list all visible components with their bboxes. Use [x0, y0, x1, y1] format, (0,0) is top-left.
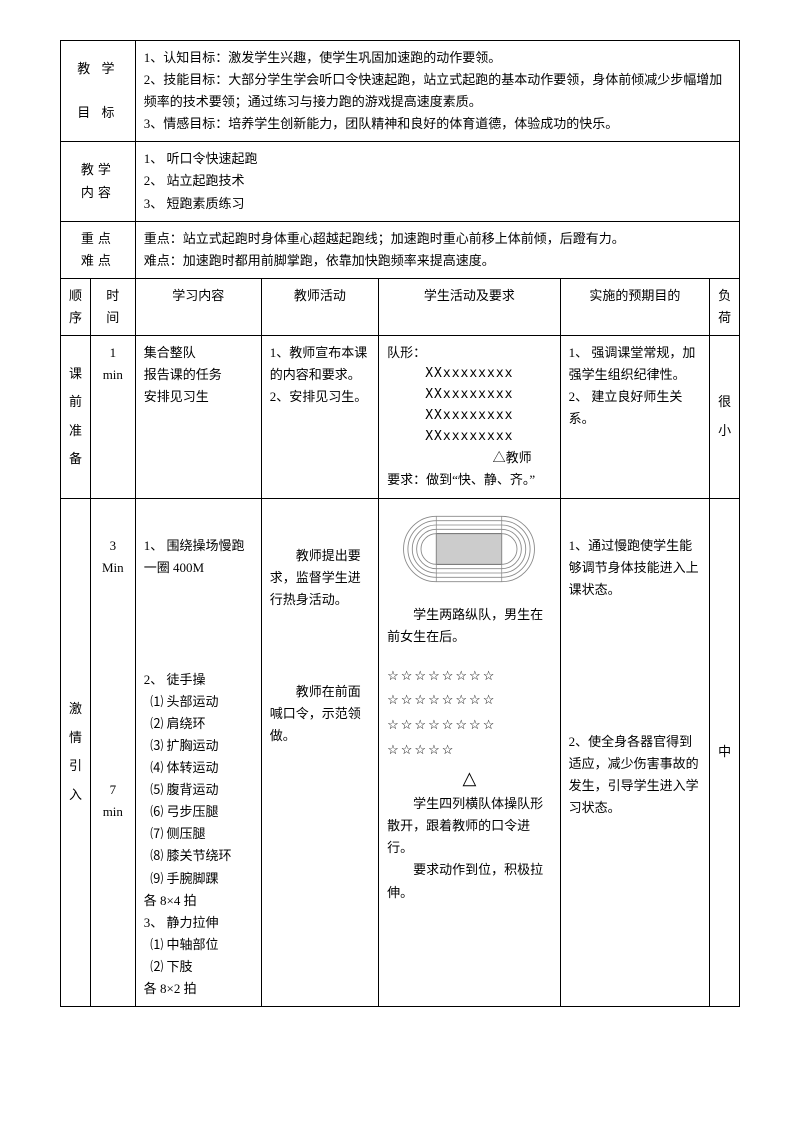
intro-teacher-2: 教师在前面喊口令，示范领做。 [270, 681, 370, 747]
goals-row: 教 学 目 标 1、认知目标：激发学生兴趣，使学生巩固加速跑的动作要领。 2、技… [61, 41, 740, 142]
header-time: 时 间 [90, 278, 135, 335]
header-content: 学习内容 [135, 278, 261, 335]
prep-load: 很 小 [710, 336, 740, 498]
intro-teacher-1: 教师提出要求，监督学生进行热身活动。 [270, 545, 370, 611]
intro-time-1: 3 Min [99, 535, 127, 579]
intro-ex-tail: 各 8×4 拍 [144, 890, 253, 912]
intro-content-1: 1、 围绕操场慢跑一圈 400M [144, 535, 253, 579]
intro-student: 学生两路纵队，男生在前女生在后。 ☆☆☆☆☆☆☆☆ ☆☆☆☆☆☆☆☆ ☆☆☆☆☆… [379, 498, 560, 1007]
lesson-plan-table: 教 学 目 标 1、认知目标：激发学生兴趣，使学生巩固加速跑的动作要领。 2、技… [60, 40, 740, 1007]
content-text: 1、 听口令快速起跑 2、 站立起跑技术 3、 短跑素质练习 [135, 142, 739, 221]
keypoints-row: 重点 难点 重点：站立式起跑时身体重心超越起跑线；加速跑时重心前移上体前倾，后蹬… [61, 221, 740, 278]
content-label: 教学 内容 [61, 142, 136, 221]
intro-student-1: 学生两路纵队，男生在前女生在后。 [387, 604, 551, 648]
intro-load: 中 [710, 498, 740, 1007]
content-row: 教学 内容 1、 听口令快速起跑 2、 站立起跑技术 3、 短跑素质练习 [61, 142, 740, 221]
intro-stretch-list: ⑴ 中轴部位 ⑵ 下肢 [144, 934, 253, 978]
formation-teacher: △教师 [387, 447, 551, 469]
prep-requirement: 要求：做到“快、静、齐。” [387, 469, 551, 491]
intro-ex-list: ⑴ 头部运动 ⑵ 肩绕环 ⑶ 扩胸运动 ⑷ 体转运动 ⑸ 腹背运动 ⑹ 弓步压腿… [144, 691, 253, 890]
prep-seq: 课 前 准 备 [61, 336, 91, 498]
goals-text: 1、认知目标：激发学生兴趣，使学生巩固加速跑的动作要领。 2、技能目标：大部分学… [135, 41, 739, 142]
prep-purpose: 1、 强调课堂常规，加强学生组织纪律性。 2、 建立良好师生关系。 [560, 336, 709, 498]
header-student: 学生活动及要求 [379, 278, 560, 335]
intro-seq: 激 情 引 入 [61, 498, 91, 1007]
intro-time: 3 Min 7 min [90, 498, 135, 1007]
goals-label: 教 学 目 标 [61, 41, 136, 142]
content-line-3: 3、 短跑素质练习 [144, 193, 731, 215]
keypoints-label: 重点 难点 [61, 221, 136, 278]
intro-content: 1、 围绕操场慢跑一圈 400M 2、 徒手操 ⑴ 头部运动 ⑵ 肩绕环 ⑶ 扩… [135, 498, 261, 1007]
header-teacher: 教师活动 [261, 278, 378, 335]
track-icon [394, 509, 544, 589]
intro-content-3-title: 3、 静力拉伸 [144, 912, 253, 934]
header-seq: 顺 序 [61, 278, 91, 335]
formation-label: 队形： [387, 345, 426, 360]
intro-student-3: 要求动作到位，积极拉伸。 [387, 859, 551, 903]
content-line-1: 1、 听口令快速起跑 [144, 148, 731, 170]
intro-purpose: 1、通过慢跑使学生能够调节身体技能进入上课状态。 2、使全身各器官得到适应，减少… [560, 498, 709, 1007]
prep-student: 队形： XXxxxxxxxx XXxxxxxxxx XXxxxxxxxx XXx… [379, 336, 560, 498]
column-headers: 顺 序 时 间 学习内容 教师活动 学生活动及要求 实施的预期目的 负 荷 [61, 278, 740, 335]
header-load: 负 荷 [710, 278, 740, 335]
intro-teacher: 教师提出要求，监督学生进行热身活动。 教师在前面喊口令，示范领做。 [261, 498, 378, 1007]
intro-time-2: 7 min [99, 779, 127, 823]
intro-content-2-title: 2、 徒手操 [144, 669, 253, 691]
formation-lines: XXxxxxxxxx XXxxxxxxxx XXxxxxxxxx XXxxxxx… [387, 364, 551, 447]
prep-teacher: 1、教师宣布本课的内容和要求。 2、安排见习生。 [261, 336, 378, 498]
prep-content: 集合整队 报告课的任务 安排见习生 [135, 336, 261, 498]
intro-purpose-2: 2、使全身各器官得到适应，减少伤害事故的发生，引导学生进入学习状态。 [569, 731, 701, 819]
track-diagram [387, 505, 551, 604]
keypoints-text: 重点：站立式起跑时身体重心超越起跑线；加速跑时重心前移上体前倾，后蹬有力。 难点… [135, 221, 739, 278]
star-formation: ☆☆☆☆☆☆☆☆ ☆☆☆☆☆☆☆☆ ☆☆☆☆☆☆☆☆ ☆☆☆☆☆ [387, 664, 551, 763]
intro-stretch-tail: 各 8×2 拍 [144, 978, 253, 1000]
intro-student-2: 学生四列横队体操队形散开，跟着教师的口令进行。 [387, 793, 551, 859]
intro-purpose-1: 1、通过慢跑使学生能够调节身体技能进入上课状态。 [569, 535, 701, 601]
triangle-icon: △ [387, 763, 551, 794]
content-line-2: 2、 站立起跑技术 [144, 170, 731, 192]
intro-row: 激 情 引 入 3 Min 7 min 1、 围绕操场慢跑一圈 400M 2、 … [61, 498, 740, 1007]
header-purpose: 实施的预期目的 [560, 278, 709, 335]
prep-time: 1 min [90, 336, 135, 498]
prep-row: 课 前 准 备 1 min 集合整队 报告课的任务 安排见习生 1、教师宣布本课… [61, 336, 740, 498]
